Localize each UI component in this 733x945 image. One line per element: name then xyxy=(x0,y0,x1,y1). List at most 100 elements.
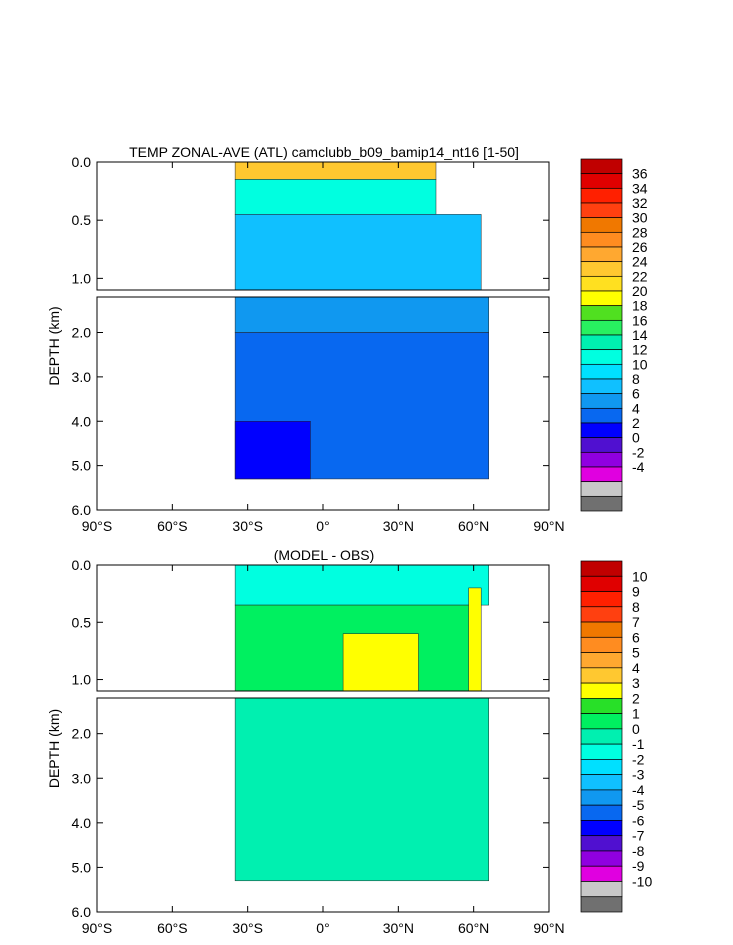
colorbar-box xyxy=(580,575,623,592)
colorbar-box xyxy=(580,305,623,321)
colorbar-box xyxy=(580,789,623,806)
y-tick-label: 2.0 xyxy=(72,726,92,742)
colorbar-label: 6 xyxy=(632,386,640,402)
x-tick-label: 30°N xyxy=(383,920,414,936)
colorbar-box xyxy=(580,246,623,263)
colorbar-label: 14 xyxy=(632,327,648,343)
colorbar-box xyxy=(580,187,623,204)
x-tick-label: 90°S xyxy=(82,518,113,534)
colorbar-label: -10 xyxy=(632,873,652,889)
colorbar-box xyxy=(580,728,623,745)
y-tick-label: 4.0 xyxy=(72,413,92,429)
chart-panel-1: TEMP ZONAL-AVE (ATL) camclubb_b09_bamip1… xyxy=(46,144,648,534)
region-deep-north xyxy=(234,296,489,333)
colorbar-box xyxy=(580,407,623,424)
colorbar-box xyxy=(580,896,623,913)
x-tick-label: 60°S xyxy=(157,518,188,534)
colorbar-label: 0 xyxy=(632,721,640,737)
x-tick-label: 60°N xyxy=(458,518,489,534)
y-tick-label: 5.0 xyxy=(72,458,92,474)
colorbar-box xyxy=(580,466,623,483)
colorbar-label: 5 xyxy=(632,645,640,661)
y-tick-label: 1.0 xyxy=(72,672,92,688)
y-tick-label: 3.0 xyxy=(72,369,92,385)
colorbar-label: 24 xyxy=(632,254,648,270)
colorbar-label: 20 xyxy=(632,283,648,299)
colorbar-box xyxy=(580,173,623,189)
x-tick-label: 30°S xyxy=(232,920,263,936)
colorbar-label: -2 xyxy=(632,751,645,767)
colorbar-label: 30 xyxy=(632,210,648,226)
colorbar-box xyxy=(580,261,623,277)
y-tick-label: 6.0 xyxy=(72,502,92,518)
colorbar-box xyxy=(580,495,623,512)
colorbar-box xyxy=(580,606,623,623)
y-tick-label: 2.0 xyxy=(72,325,92,341)
x-tick-label: 60°N xyxy=(458,920,489,936)
colorbar-label: 12 xyxy=(632,342,648,358)
y-axis-label: DEPTH (km) xyxy=(46,306,62,385)
colorbar-box xyxy=(580,451,623,468)
colorbar-label: 7 xyxy=(632,614,640,630)
y-tick-label: 4.0 xyxy=(72,815,92,831)
colorbar-label: -6 xyxy=(632,812,645,828)
field xyxy=(234,162,489,480)
region-deep-near-zero xyxy=(234,697,489,882)
colorbar-label: 2 xyxy=(632,690,640,706)
colorbar-box xyxy=(580,591,623,608)
y-axis-label: DEPTH (km) xyxy=(46,709,62,788)
colorbar-box xyxy=(580,682,623,699)
colorbar-box xyxy=(580,275,623,292)
colorbar-label: -3 xyxy=(632,767,645,783)
colorbar-label: 26 xyxy=(632,239,648,255)
colorbar-box xyxy=(580,319,623,336)
y-tick-label: 3.0 xyxy=(72,770,92,786)
y-tick-label: 0.0 xyxy=(72,557,92,573)
colorbar-box xyxy=(580,202,623,219)
region-intermediate xyxy=(234,214,482,291)
colorbar-label: 22 xyxy=(632,268,648,284)
colorbar-label: -8 xyxy=(632,843,645,859)
colorbar-label: 6 xyxy=(632,629,640,645)
colorbar-box xyxy=(580,820,623,837)
colorbar-label: -4 xyxy=(632,459,645,475)
colorbar-label: 28 xyxy=(632,224,648,240)
colorbar-box xyxy=(580,774,623,791)
colorbar-label: -7 xyxy=(632,828,645,844)
colorbar-box xyxy=(580,231,623,248)
colorbar-label: -9 xyxy=(632,858,645,874)
x-tick-label: 30°S xyxy=(232,518,263,534)
colorbar-label: -2 xyxy=(632,444,645,460)
colorbar-box xyxy=(580,560,623,577)
y-tick-label: 6.0 xyxy=(72,904,92,920)
region-antarctic-bottom xyxy=(234,421,311,480)
colorbar-box xyxy=(580,290,623,307)
region-warm-surface xyxy=(234,162,437,180)
colorbar-box xyxy=(580,881,623,898)
colorbar-label: 2 xyxy=(632,415,640,431)
colorbar-box xyxy=(580,378,623,395)
x-tick-label: 0° xyxy=(316,518,329,534)
colorbar-label: 32 xyxy=(632,195,648,211)
colorbar-box xyxy=(580,759,623,776)
colorbar-label: 18 xyxy=(632,298,648,314)
colorbar-label: 4 xyxy=(632,400,640,416)
colorbar-box xyxy=(580,217,623,233)
y-tick-label: 0.5 xyxy=(72,614,92,630)
colorbar-box xyxy=(580,349,623,365)
colorbar-box xyxy=(580,334,623,351)
region-north-boundary-warm xyxy=(468,587,482,692)
colorbar-label: -5 xyxy=(632,797,645,813)
colorbar-box xyxy=(580,743,623,760)
colorbar-box xyxy=(580,636,623,653)
colorbar-box xyxy=(580,697,623,714)
colorbar-label: 0 xyxy=(632,430,640,446)
colorbar-label: 36 xyxy=(632,166,648,182)
colorbar-box xyxy=(580,713,623,730)
x-tick-label: 30°N xyxy=(383,518,414,534)
colorbar-box xyxy=(580,422,623,439)
y-tick-label: 5.0 xyxy=(72,859,92,875)
y-tick-label: 0.0 xyxy=(72,154,92,170)
colorbar-label: 34 xyxy=(632,180,648,196)
x-tick-label: 60°S xyxy=(157,920,188,936)
